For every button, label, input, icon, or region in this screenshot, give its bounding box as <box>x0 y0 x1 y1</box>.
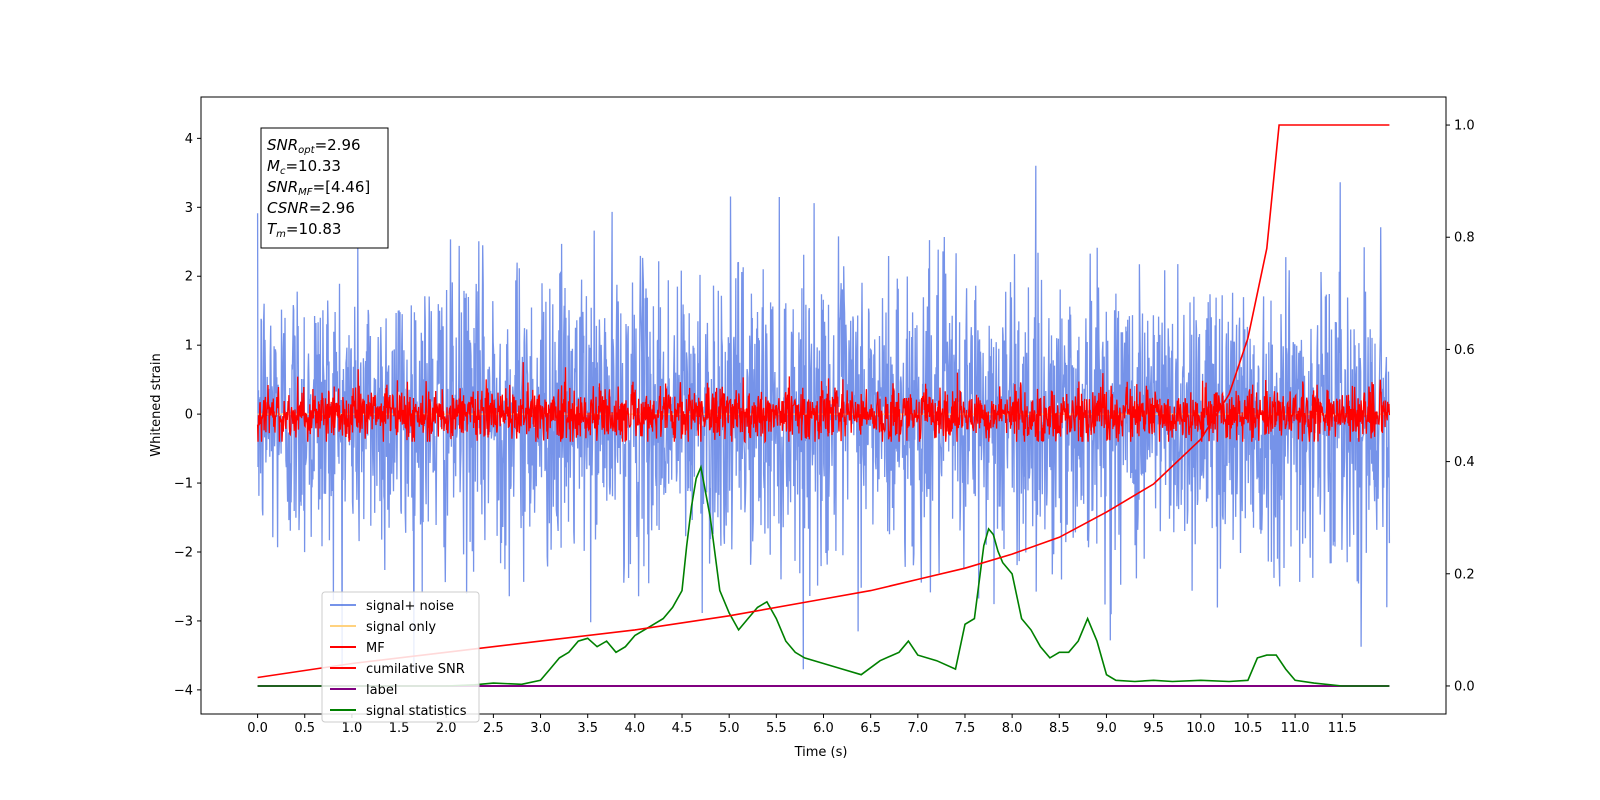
y-tick-label: 2 <box>185 270 193 285</box>
info-annotation-box: SNRopt=2.96Mc=10.33SNRMF=[4.46]CSNR=2.96… <box>260 127 389 249</box>
y-axis-right: 1.0 0.8 0.6 0.4 0.2 0.0 <box>1446 119 1475 694</box>
y-tick-label: 0 <box>185 408 193 423</box>
x-tick-label: 8.0 <box>1002 721 1023 736</box>
x-tick-label: 11.5 <box>1328 721 1357 736</box>
x-tick-label: 10.0 <box>1186 721 1215 736</box>
x-tick-label: 1.0 <box>342 721 363 736</box>
legend: signal+ noise signal only MF cumilative SNR… <box>321 591 480 723</box>
y2-tick-label: 0.8 <box>1454 231 1475 246</box>
y-tick-label: −3 <box>174 614 193 629</box>
annotation-frame <box>260 127 389 249</box>
annotation-line: Tm=10.83 <box>267 220 341 240</box>
x-tick-label: 0.5 <box>294 721 315 736</box>
y-tick-label: 4 <box>185 132 193 147</box>
x-tick-label: 9.0 <box>1096 721 1117 736</box>
legend-label: signal statistics <box>366 704 467 719</box>
legend-label: label <box>366 683 397 698</box>
x-tick-label: 9.5 <box>1143 721 1164 736</box>
x-tick-label: 8.5 <box>1049 721 1070 736</box>
x-tick-label: 5.5 <box>766 721 787 736</box>
legend-label: signal only <box>366 620 436 635</box>
y-tick-label: −2 <box>174 545 193 560</box>
x-tick-label: 2.0 <box>436 721 457 736</box>
x-axis-label: Time (s) <box>794 745 848 760</box>
x-tick-label: 1.5 <box>389 721 410 736</box>
x-tick-label: 10.5 <box>1233 721 1262 736</box>
x-axis: 0.0 0.5 1.0 1.5 2.0 2.5 3.0 3.5 4.0 4.5 5.0 5.5 6.0 6… <box>247 714 1357 736</box>
x-tick-label: 3.5 <box>577 721 598 736</box>
y2-tick-label: 0.6 <box>1454 343 1475 358</box>
x-tick-label: 6.5 <box>860 721 881 736</box>
y2-tick-label: 0.0 <box>1454 679 1475 694</box>
x-tick-label: 3.0 <box>530 721 551 736</box>
annotation-line: SNRMF=[4.46] <box>267 178 370 198</box>
x-tick-label: 5.0 <box>719 721 740 736</box>
x-tick-label: 7.0 <box>907 721 928 736</box>
y2-tick-label: 0.2 <box>1454 567 1475 582</box>
x-tick-label: 2.5 <box>483 721 504 736</box>
y-tick-label: 3 <box>185 201 193 216</box>
legend-frame <box>321 591 480 723</box>
annotation-line: SNRopt=2.96 <box>267 136 361 156</box>
y2-tick-label: 0.4 <box>1454 455 1475 470</box>
x-tick-label: 4.5 <box>672 721 693 736</box>
annotation-line: CSNR=2.96 <box>267 199 355 217</box>
x-tick-label: 11.0 <box>1281 721 1310 736</box>
x-tick-label: 6.0 <box>813 721 834 736</box>
series-signal-statistics-line <box>257 464 1390 687</box>
y-tick-label: −4 <box>174 683 193 698</box>
y-tick-label: −1 <box>174 477 193 492</box>
x-tick-label: 0.0 <box>247 721 268 736</box>
annotation-line: Mc=10.33 <box>267 157 341 177</box>
series-mf-line <box>256 362 1391 444</box>
y2-tick-label: 1.0 <box>1454 119 1475 134</box>
legend-label: MF <box>366 641 385 656</box>
series-cumulative-snr-line <box>257 124 1390 679</box>
x-tick-label: 7.5 <box>955 721 976 736</box>
y-axis-left: 4 3 2 1 0 −1 −2 −3 −4 <box>174 132 201 698</box>
y-tick-label: 1 <box>185 339 193 354</box>
x-tick-label: 4.0 <box>625 721 646 736</box>
y-axis-label: Whitened strain <box>149 353 164 456</box>
legend-label: signal+ noise <box>366 599 454 614</box>
legend-label: cumilative SNR <box>366 662 465 677</box>
